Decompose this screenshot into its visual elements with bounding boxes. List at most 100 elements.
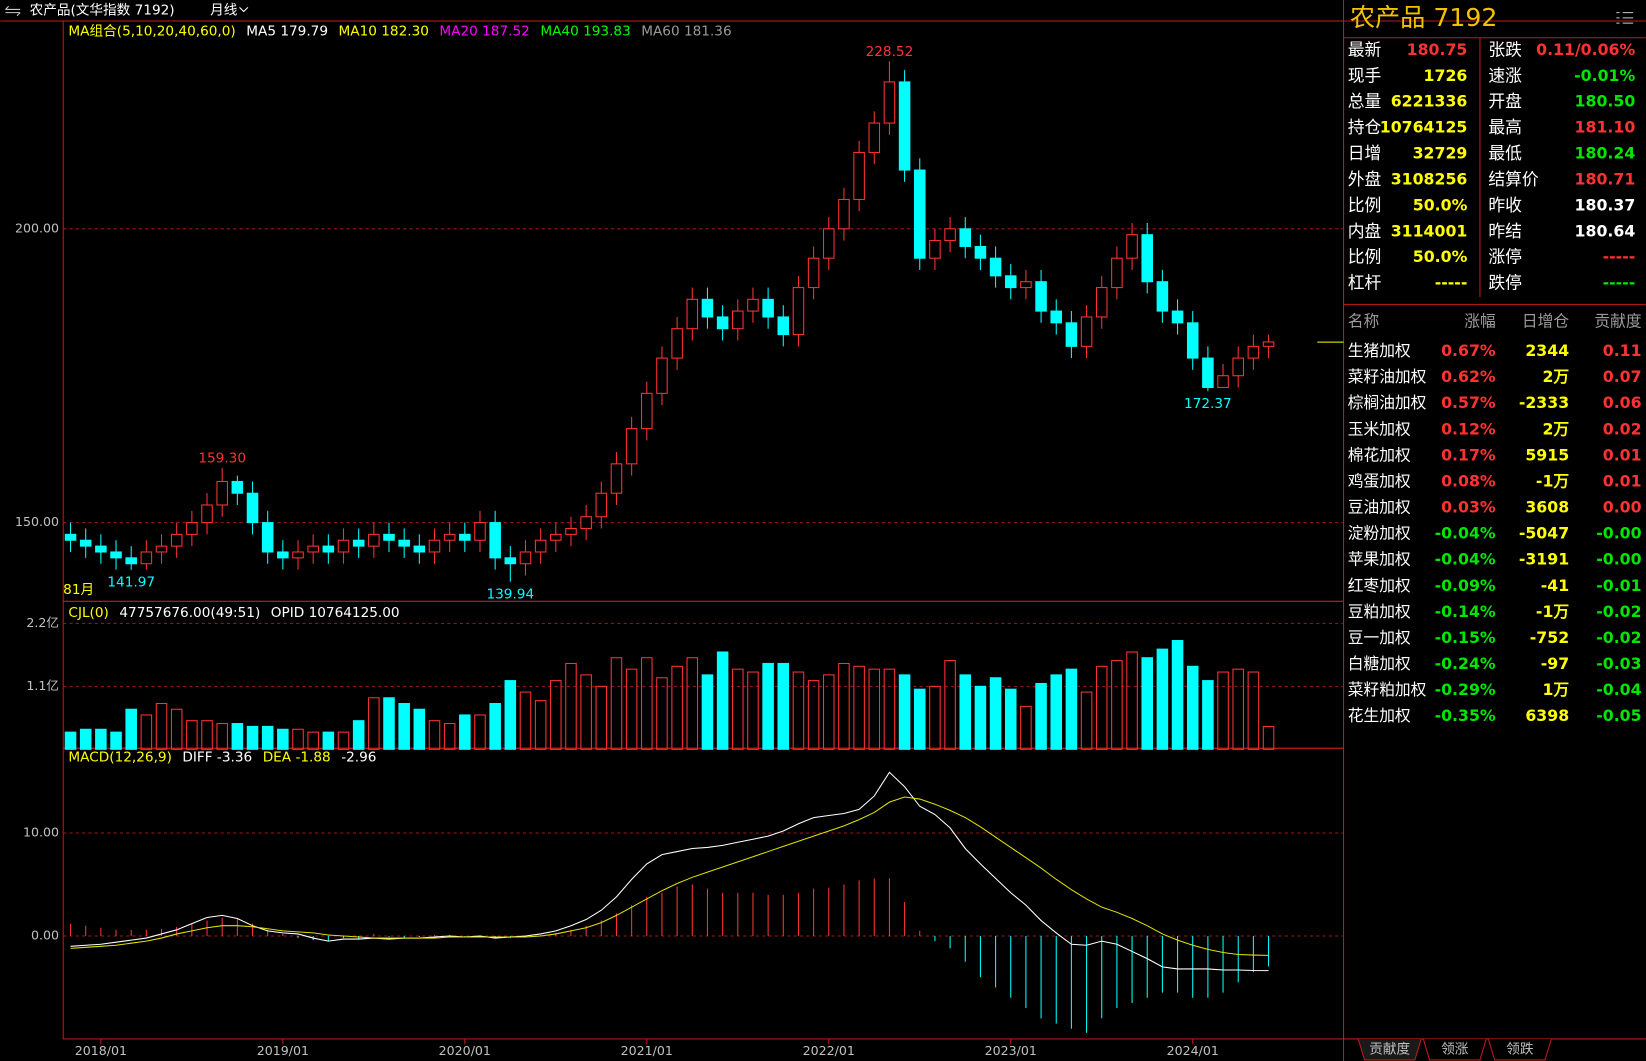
candle-body xyxy=(777,316,790,336)
tab[interactable] xyxy=(1487,1038,1552,1061)
y-tick-label: 200.00 xyxy=(15,220,59,235)
list-value: -3191 xyxy=(1519,550,1569,569)
quote-label: 持仓 xyxy=(1348,117,1382,137)
candle-body xyxy=(701,298,714,318)
candle-body xyxy=(1004,275,1017,289)
candle-body xyxy=(1156,281,1169,312)
volume-bar xyxy=(398,702,410,750)
quote-value: 180.37 xyxy=(1575,195,1636,214)
dropdown-icon[interactable] xyxy=(239,6,249,13)
volume-bar xyxy=(1020,705,1032,750)
volume-bar xyxy=(322,731,335,750)
volume-bar xyxy=(777,662,790,750)
volume-bar xyxy=(352,720,365,750)
tab-label[interactable]: 领涨 xyxy=(1441,1041,1469,1057)
x-tick-label: 2019/01 xyxy=(257,1043,309,1058)
candle-body xyxy=(307,545,319,553)
volume-bar xyxy=(201,720,213,750)
volume-bar xyxy=(504,680,517,750)
list-value: 2344 xyxy=(1525,341,1569,360)
list-name[interactable]: 菜籽粕加权 xyxy=(1348,680,1427,699)
candle-body xyxy=(383,533,395,541)
tab-label[interactable]: 贡献度 xyxy=(1369,1041,1410,1057)
x-tick-label: 2018/01 xyxy=(75,1043,127,1058)
list-value: -0.14% xyxy=(1435,602,1496,621)
list-value: 0.00 xyxy=(1603,498,1642,517)
list-name[interactable]: 豆油加权 xyxy=(1348,498,1411,517)
quote-value: 3108256 xyxy=(1391,169,1468,188)
volume-bar xyxy=(838,662,850,750)
period[interactable]: 月线 xyxy=(210,2,238,18)
volume-bar xyxy=(1247,671,1260,750)
list-name[interactable]: 棉花加权 xyxy=(1348,445,1411,464)
candle-body xyxy=(1232,357,1244,377)
quote-label: 杠杆 xyxy=(1348,273,1382,293)
volume-bar xyxy=(443,723,456,750)
pane-header: MA5 179.79 xyxy=(246,23,328,39)
low-label: 141.97 xyxy=(107,574,155,590)
list-value: -0.09% xyxy=(1435,576,1496,595)
list-value: 0.07 xyxy=(1603,367,1642,386)
list-value: -0.02 xyxy=(1596,602,1641,621)
list-name[interactable]: 苹果加权 xyxy=(1348,550,1411,569)
volume-bar xyxy=(519,691,532,750)
high-label: 228.52 xyxy=(866,44,914,60)
volume-bar xyxy=(489,702,501,750)
quote-value: ----- xyxy=(1603,273,1636,292)
list-name[interactable]: 白糖加权 xyxy=(1348,654,1411,673)
list-name[interactable]: 豆一加权 xyxy=(1348,628,1411,647)
pane-header: MA组合(5,10,20,40,60,0) xyxy=(68,23,235,39)
tab[interactable] xyxy=(1422,1038,1487,1061)
list-name[interactable]: 玉米加权 xyxy=(1348,419,1411,438)
symbol: 农产品(文华指数 7192) xyxy=(30,2,175,18)
list-name[interactable]: 菜籽油加权 xyxy=(1348,367,1427,386)
quote-label: 总量 xyxy=(1348,91,1382,111)
candle-body xyxy=(64,533,77,541)
volume-bar xyxy=(580,674,592,750)
volume-bar xyxy=(898,674,911,750)
volume-bar xyxy=(307,731,319,750)
volume-bar xyxy=(337,731,350,750)
list-value: 0.17% xyxy=(1441,445,1496,464)
candle-body xyxy=(292,551,304,559)
candle-body xyxy=(1065,322,1078,347)
quote-label: 跌停 xyxy=(1488,273,1522,293)
menu-icon[interactable] xyxy=(1616,12,1634,24)
candle-body xyxy=(125,557,137,565)
volume-bar xyxy=(428,720,441,750)
candle-body xyxy=(1262,341,1275,347)
quote-value: 180.71 xyxy=(1575,169,1636,188)
list-value: 0.01 xyxy=(1603,471,1642,490)
list-value: 0.03% xyxy=(1441,498,1496,517)
volume-bar xyxy=(383,697,395,750)
list-value: 0.57% xyxy=(1441,393,1496,412)
list-name[interactable]: 花生加权 xyxy=(1348,706,1411,725)
volume-bar xyxy=(261,725,274,750)
list-value: 1万 xyxy=(1542,680,1569,699)
list-value: -0.00 xyxy=(1596,524,1641,543)
volume-bar xyxy=(747,671,759,750)
tab[interactable] xyxy=(1357,1038,1422,1061)
list-name[interactable]: 红枣加权 xyxy=(1348,576,1411,595)
x-tick-label: 2021/01 xyxy=(621,1043,673,1058)
list-value: 0.01 xyxy=(1603,445,1642,464)
list-name[interactable]: 生猪加权 xyxy=(1348,341,1411,360)
candle-body xyxy=(1095,287,1108,318)
list-name[interactable]: 鸡蛋加权 xyxy=(1348,471,1411,490)
list-name[interactable]: 淀粉加权 xyxy=(1348,524,1411,543)
candle-body xyxy=(443,533,456,541)
quote-value: 10764125 xyxy=(1380,118,1468,137)
volume-bar xyxy=(929,685,941,750)
list-name[interactable]: 豆粕加权 xyxy=(1348,602,1411,621)
quote-label: 开盘 xyxy=(1488,91,1522,111)
volume-bar xyxy=(170,708,183,750)
candle-body xyxy=(155,545,168,553)
tab-label[interactable]: 领跌 xyxy=(1506,1041,1534,1057)
list-value: -0.02 xyxy=(1596,628,1641,647)
list-value: 0.02 xyxy=(1603,419,1642,438)
volume-bar xyxy=(1217,671,1229,750)
volume-bar xyxy=(1050,674,1063,750)
quote-label: 最高 xyxy=(1488,117,1522,137)
list-name[interactable]: 棕榈油加权 xyxy=(1348,393,1427,412)
volume-bar xyxy=(1141,657,1154,750)
